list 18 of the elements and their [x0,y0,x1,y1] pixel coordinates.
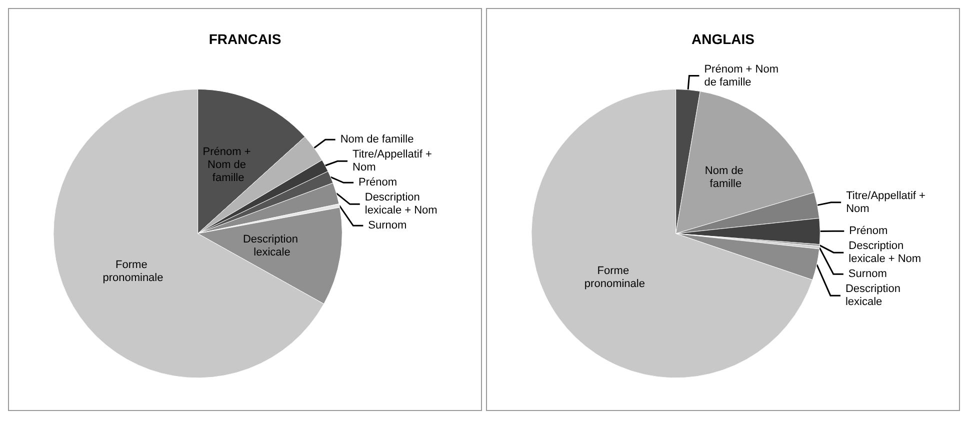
slice-label: Description lexicale + Nom [364,192,438,217]
slice-label: Prénom + Nom de famille [202,146,254,184]
slice-label: Description lexicale [242,233,302,258]
slice-label: Surnom [848,268,887,280]
chart-title: FRANCAIS [208,31,282,47]
slice-label: Titre/Appellatif + Nom [846,190,929,215]
slice-label: Prénom + Nom de famille [704,63,782,88]
slice-label: Prénom [358,176,398,189]
slice-label: Nom de famille [340,134,414,146]
slice-label: Titre/Appellatif + Nom [352,148,435,174]
chart-title: ANGLAIS [692,31,754,47]
slice-label: Nom de famille [704,164,746,190]
slice-label: Description lexicale [845,283,904,308]
slice-label: Description lexicale + Nom [848,240,922,266]
slice-label: Surnom [368,220,407,232]
slice-label: Forme pronominale [584,264,645,290]
slice-label: Prénom [849,225,888,238]
slice-label: Forme pronominale [102,259,164,284]
